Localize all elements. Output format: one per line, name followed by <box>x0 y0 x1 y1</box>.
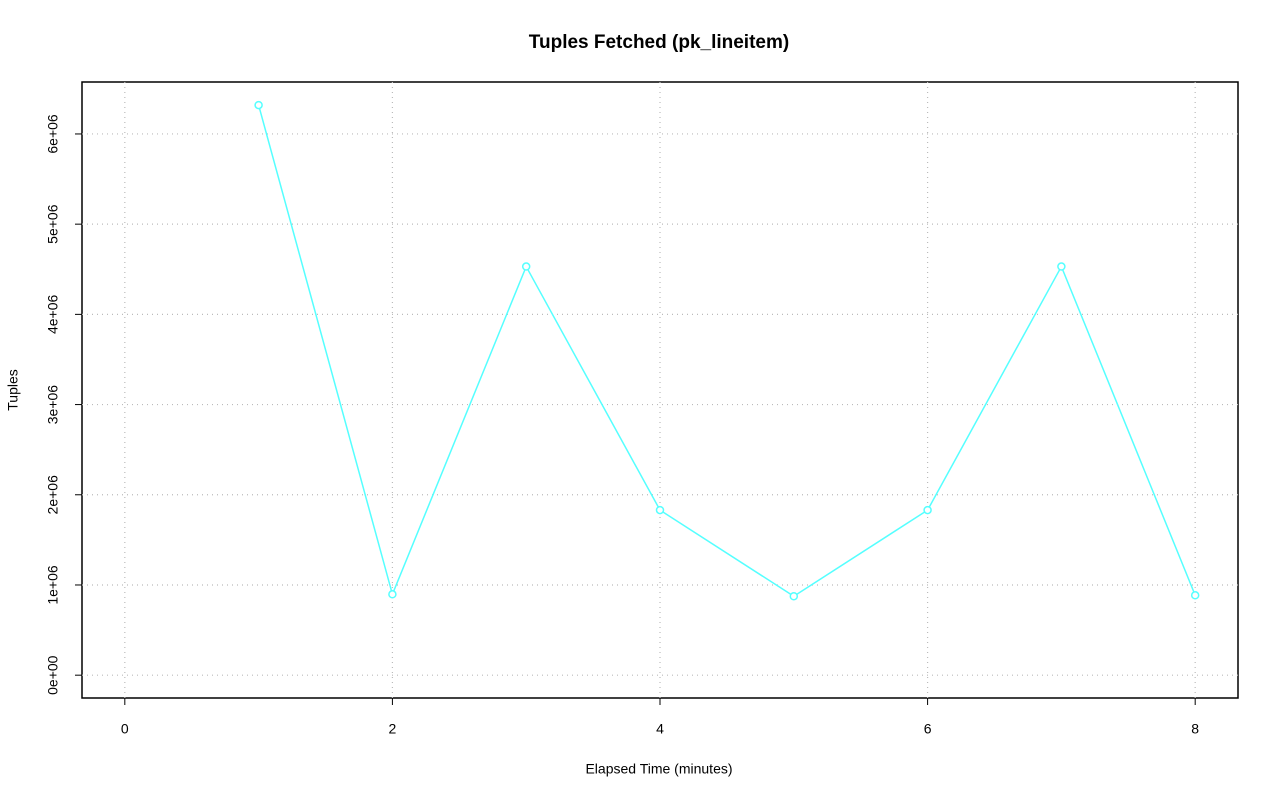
y-tick-label: 3e+06 <box>45 385 61 425</box>
y-tick-label: 0e+00 <box>45 655 61 695</box>
x-axis-title: Elapsed Time (minutes) <box>585 761 732 777</box>
series-line <box>257 104 1196 598</box>
x-tick-label: 4 <box>656 721 664 737</box>
x-tick-label: 8 <box>1191 721 1199 737</box>
y-tick-label: 1e+06 <box>45 565 61 605</box>
data-point <box>388 590 397 599</box>
plot-frame <box>81 81 1239 699</box>
x-tick-label: 6 <box>924 721 932 737</box>
chart-title: Tuples Fetched (pk_lineitem) <box>529 32 789 53</box>
y-tick-label: 5e+06 <box>45 204 61 244</box>
y-tick-label: 6e+06 <box>45 114 61 154</box>
y-tick-label: 2e+06 <box>45 475 61 515</box>
x-tick-label: 2 <box>389 721 397 737</box>
data-point <box>789 592 799 601</box>
data-point <box>521 262 531 271</box>
data-point <box>1057 262 1066 271</box>
y-axis-title: Tuples <box>5 369 21 411</box>
data-point <box>923 505 932 515</box>
data-point <box>254 100 263 110</box>
x-tick-label: 0 <box>121 721 129 737</box>
y-tick-label: 4e+06 <box>45 294 61 334</box>
data-point <box>655 505 665 515</box>
data-point <box>1190 591 1200 600</box>
